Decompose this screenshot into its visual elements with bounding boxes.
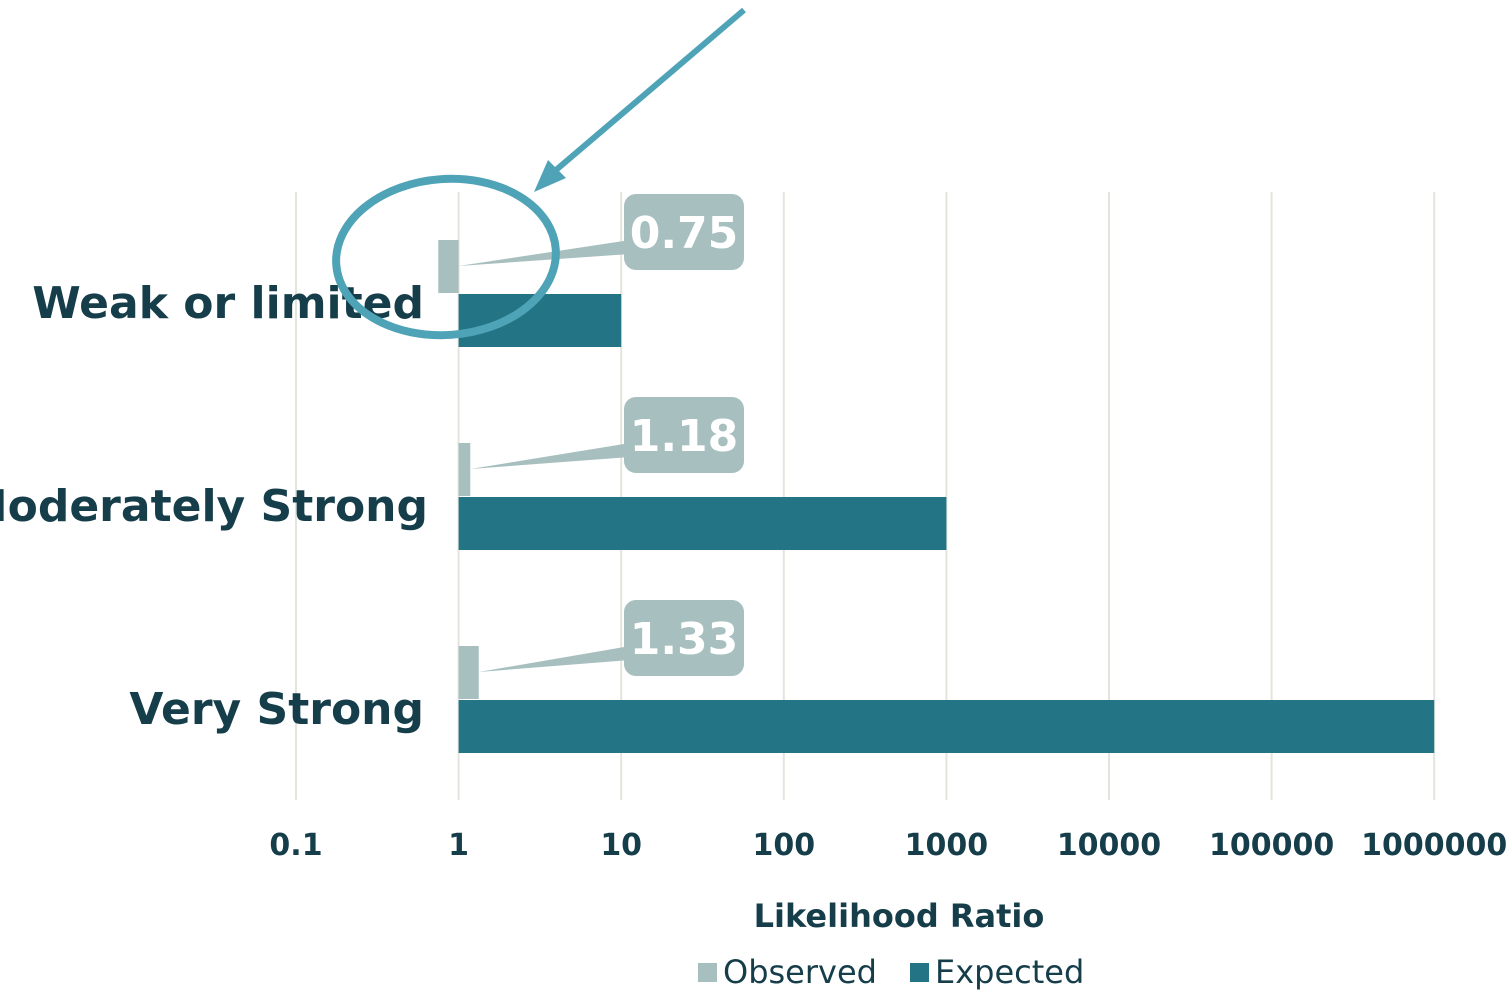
callout-pointer (458, 240, 630, 266)
x-tick-label: 100 (752, 828, 815, 863)
callout-box (624, 397, 744, 473)
x-tick-label: 10000 (1057, 828, 1161, 863)
callout-box (624, 600, 744, 676)
legend-swatch (910, 963, 929, 982)
data-callouts: 0.75 1.18 1.33 (458, 194, 744, 676)
x-tick-label: 1 (448, 828, 469, 863)
annotation (332, 7, 746, 340)
x-axis-ticks: 0.1 1 10 100 1000 10000 100000 1000000 (269, 828, 1507, 863)
callout-box (624, 194, 744, 270)
legend-swatch (698, 963, 717, 982)
category-label: Moderately Strong (0, 481, 428, 532)
bar-observed (458, 443, 471, 496)
callout-pointer (470, 443, 630, 469)
arrow-head (534, 160, 566, 192)
data-label: 0.75 (630, 208, 739, 259)
data-label: 1.18 (630, 411, 739, 462)
data-label: 1.33 (630, 614, 739, 665)
x-tick-label: 0.1 (269, 828, 322, 863)
x-tick-label: 1000000 (1361, 828, 1507, 863)
bars (438, 240, 1435, 753)
highlight-circle (332, 174, 560, 340)
category-labels: Weak or limited Moderately Strong Very Str… (0, 278, 428, 735)
gridlines (295, 192, 1436, 800)
bar-observed (458, 646, 479, 699)
bar-expected (458, 700, 1435, 753)
legend-label: Expected (935, 953, 1084, 991)
x-axis-title: Likelihood Ratio (754, 897, 1045, 935)
bar-observed (438, 240, 459, 293)
legend: Observed Expected (698, 953, 1084, 991)
callout-pointer (478, 646, 630, 672)
bar-expected (458, 294, 622, 347)
x-tick-label: 10 (600, 828, 642, 863)
bar-expected (458, 497, 947, 550)
legend-label: Observed (723, 953, 877, 991)
x-tick-label: 1000 (905, 828, 989, 863)
category-label: Weak or limited (32, 278, 424, 329)
x-tick-label: 100000 (1209, 828, 1334, 863)
category-label: Very Strong (129, 684, 424, 735)
arrow-shaft (554, 7, 746, 173)
